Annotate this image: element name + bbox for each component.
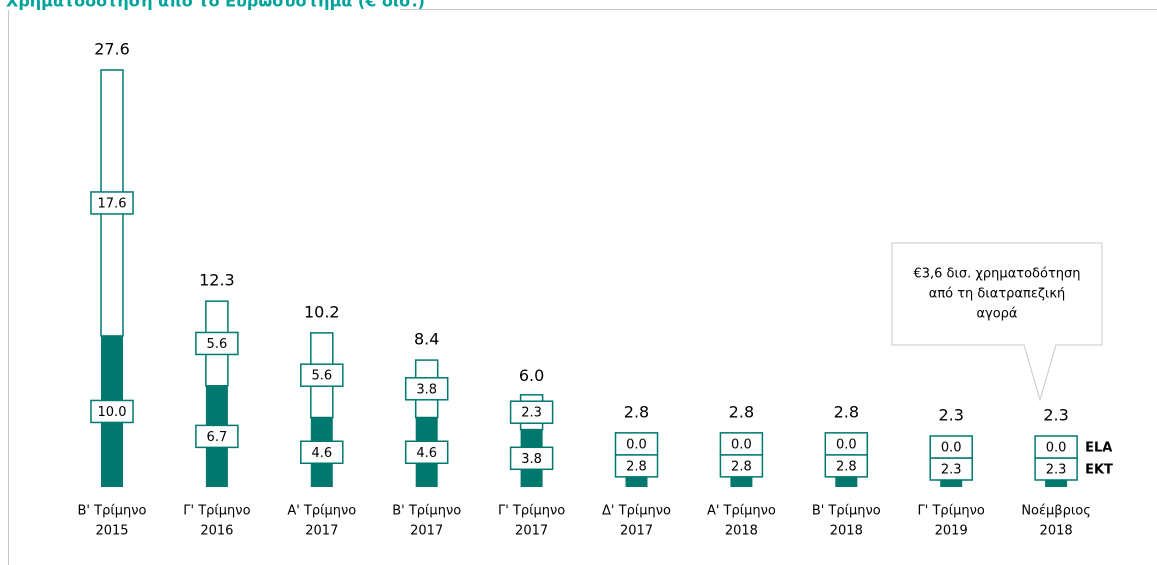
value-label: 4.6	[311, 446, 332, 461]
legend-label: ELA	[1085, 441, 1112, 456]
x-tick-label: 2015	[95, 524, 128, 539]
x-tick-label: 2017	[515, 524, 548, 539]
value-label: 0.0	[836, 437, 857, 452]
value-label: 0.0	[626, 437, 647, 452]
x-tick-label: Γ' Τρίμηνο	[183, 504, 250, 519]
x-tick-label: 2016	[200, 524, 233, 539]
value-label: 0.0	[731, 437, 752, 452]
value-label-box	[404, 377, 449, 401]
value-label-box	[195, 424, 239, 449]
x-tick-label: 2018	[725, 524, 758, 539]
x-tick-label: Νοέμβριος	[1021, 504, 1091, 519]
value-label: 0.0	[941, 441, 962, 456]
annotation: αγορά	[976, 307, 1017, 322]
value-label: 5.6	[311, 369, 332, 384]
callout	[891, 242, 1103, 402]
x-tick-label: Β' Τρίμηνο	[78, 504, 147, 519]
value-label: 3.8	[416, 382, 437, 397]
x-tick-label: Γ' Τρίμηνο	[918, 504, 985, 519]
x-tick-label: Α' Τρίμηνο	[707, 504, 776, 519]
total-label: 6.0	[519, 366, 544, 385]
value-label-box	[509, 446, 554, 471]
value-label-box	[1034, 435, 1078, 459]
total-label: 12.3	[199, 271, 235, 290]
value-label: 2.3	[521, 406, 542, 421]
value-label-box	[404, 440, 449, 464]
chart-title: Χρηματοδότηση από το Ευρωσύστημα (€ δισ.…	[6, 0, 425, 11]
total-label: 2.8	[729, 402, 754, 421]
value-label-box	[824, 432, 869, 456]
total-label: 10.2	[304, 302, 340, 321]
value-label: 6.7	[207, 430, 228, 445]
x-tick-label: Β' Τρίμηνο	[392, 504, 461, 519]
value-label: 2.3	[941, 463, 962, 478]
value-label-box	[300, 440, 344, 464]
value-label-box	[509, 400, 554, 424]
x-tick-label: 2018	[830, 524, 863, 539]
value-label: 2.3	[1046, 463, 1067, 478]
value-label-box	[300, 363, 344, 387]
value-label-box	[719, 432, 764, 456]
value-label-box	[929, 435, 973, 459]
value-label: 4.6	[416, 446, 437, 461]
x-tick-label: Γ' Τρίμηνο	[498, 504, 565, 519]
value-label: 5.6	[207, 337, 228, 352]
x-tick-label: 2019	[935, 524, 968, 539]
total-label: 2.3	[1043, 406, 1068, 425]
x-tick-label: Δ' Τρίμηνο	[602, 504, 671, 519]
value-label-box	[614, 432, 659, 456]
x-tick-label: Β' Τρίμηνο	[812, 504, 881, 519]
x-tick-label: 2017	[620, 524, 653, 539]
x-tick-label: 2017	[410, 524, 443, 539]
total-label: 27.6	[94, 40, 130, 59]
x-tick-label: 2018	[1040, 524, 1073, 539]
value-label: 10.0	[98, 405, 127, 420]
total-label: 2.8	[624, 402, 649, 421]
value-label-box	[90, 191, 134, 215]
value-label-box	[195, 331, 239, 356]
total-label: 2.8	[834, 402, 859, 421]
value-label-box	[90, 399, 134, 424]
annotation: €3,6 δισ. χρηματοδότηση	[913, 267, 1080, 282]
x-tick-label: Α' Τρίμηνο	[287, 504, 356, 519]
value-label: 17.6	[98, 196, 127, 211]
total-label: 2.3	[938, 406, 963, 425]
annotation: από τη διατραπεζική	[929, 287, 1065, 302]
value-label: 2.8	[731, 459, 752, 474]
value-label: 2.8	[836, 459, 857, 474]
value-label: 2.8	[626, 459, 647, 474]
value-label: 0.0	[1046, 441, 1067, 456]
value-label: 3.8	[521, 452, 542, 467]
legend-label: EKT	[1085, 463, 1113, 478]
total-label: 8.4	[414, 330, 439, 349]
x-tick-label: 2017	[305, 524, 338, 539]
